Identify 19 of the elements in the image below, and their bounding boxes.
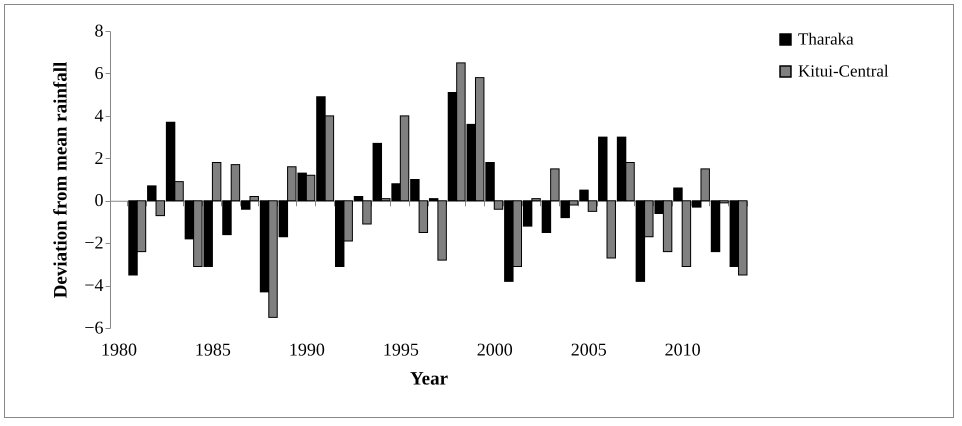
y-tick-label: 2: [94, 148, 104, 168]
x-tick-label: 1980: [100, 340, 137, 360]
y-tick-label: 6: [94, 62, 104, 83]
x-tick-label: 1985: [194, 340, 231, 360]
x-tick-label: 2000: [476, 340, 513, 360]
y-tick-label: −4: [84, 275, 104, 296]
y-tick-label: 0: [94, 190, 104, 210]
y-axis-title: Deviation from mean rainfall: [50, 62, 72, 298]
legend-label: Kitui-Central: [798, 62, 889, 80]
y-tick-label: 8: [94, 20, 104, 40]
y-tick-label: −2: [84, 232, 104, 253]
y-tick-label: −6: [84, 318, 104, 338]
x-tick-label: 2005: [570, 340, 607, 360]
x-tick-label: 1990: [288, 340, 325, 360]
x-tick-label: 2010: [664, 340, 701, 360]
x-tick-label: 1995: [382, 340, 419, 360]
x-axis-title: Year: [410, 368, 449, 390]
y-tick-label: 4: [94, 105, 104, 126]
legend-label: Tharaka: [798, 30, 854, 48]
